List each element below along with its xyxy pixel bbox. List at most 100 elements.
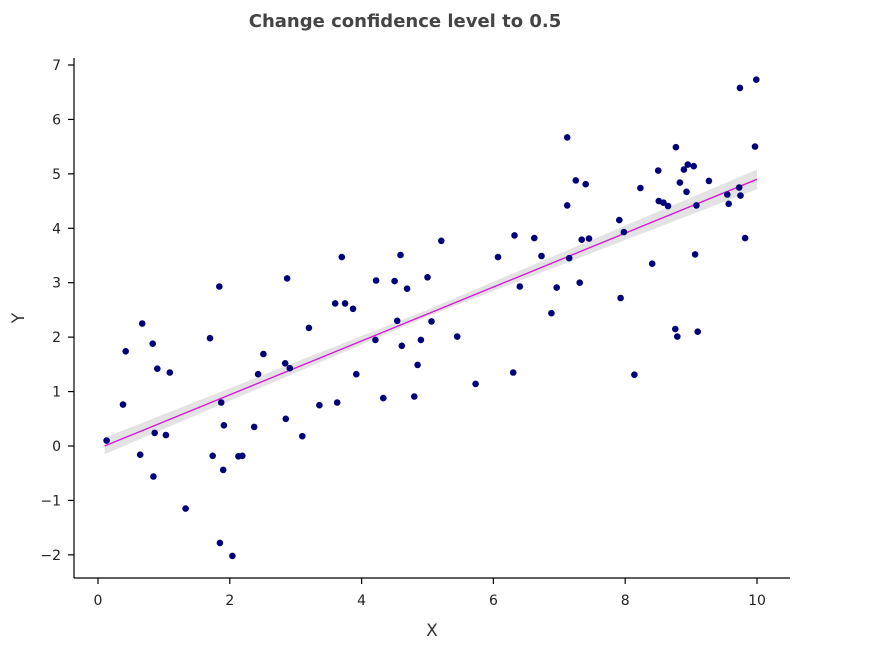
data-point — [333, 399, 341, 406]
data-point — [331, 300, 339, 307]
data-point — [154, 365, 161, 373]
data-point — [660, 199, 667, 206]
data-point — [424, 274, 431, 281]
data-point — [672, 143, 680, 151]
x-tick-label: 4 — [357, 593, 366, 609]
x-tick-label: 6 — [489, 593, 498, 609]
regression-line — [104, 178, 758, 447]
data-point — [648, 260, 656, 268]
data-point — [220, 422, 228, 429]
data-point — [538, 252, 545, 260]
data-point — [136, 451, 144, 459]
y-tick-label: 3 — [52, 276, 61, 292]
data-point — [372, 336, 379, 344]
data-point — [119, 401, 127, 408]
data-point — [393, 317, 401, 325]
data-point — [453, 333, 461, 340]
data-point — [391, 277, 398, 285]
data-point — [260, 350, 267, 358]
data-point — [563, 134, 571, 141]
data-point — [151, 429, 158, 437]
data-point — [741, 234, 749, 242]
y-tick-label: 4 — [52, 221, 61, 237]
data-point — [209, 452, 216, 460]
data-point — [150, 473, 157, 480]
data-points-layer — [103, 76, 760, 560]
y-tick-label: 1 — [52, 385, 61, 401]
data-point — [299, 432, 306, 440]
data-point — [616, 216, 623, 224]
data-point — [219, 466, 227, 474]
data-point — [694, 328, 701, 336]
data-point — [305, 324, 313, 332]
data-point — [472, 380, 479, 388]
confidence-band — [104, 169, 758, 455]
data-point — [516, 283, 524, 290]
data-point — [565, 254, 573, 262]
data-point — [353, 370, 360, 378]
y-tick-label: 7 — [52, 58, 61, 74]
data-point — [428, 318, 435, 325]
data-point — [338, 253, 346, 261]
y-tick-label: 6 — [52, 112, 61, 128]
data-point — [217, 399, 225, 406]
data-point — [664, 202, 672, 210]
data-point — [563, 202, 571, 209]
data-point — [254, 370, 262, 378]
y-tick-label: 5 — [52, 167, 61, 183]
data-point — [411, 393, 418, 400]
chart-title: Change confidence level to 0.5 — [249, 11, 561, 32]
data-point — [229, 552, 236, 560]
data-point — [654, 167, 662, 174]
data-point — [693, 202, 700, 209]
data-point — [725, 200, 732, 208]
data-point — [620, 228, 628, 236]
data-point — [216, 283, 223, 290]
y-axis-label: Y — [9, 312, 29, 324]
confidence-band-layer — [104, 169, 758, 455]
data-point — [674, 333, 681, 340]
data-point — [182, 505, 189, 512]
data-point — [494, 253, 502, 261]
y-tick-label: 0 — [52, 439, 61, 455]
data-point — [691, 251, 699, 258]
axes — [73, 58, 790, 579]
x-axis-label: X — [426, 621, 438, 641]
data-point — [548, 309, 555, 317]
data-point — [724, 191, 731, 198]
data-point — [751, 143, 759, 150]
data-point — [672, 325, 679, 333]
data-point — [380, 394, 387, 402]
data-point — [162, 431, 170, 439]
data-point — [705, 177, 713, 185]
x-ticks: 0 2 4 6 8 10 — [94, 578, 766, 609]
x-tick-label: 2 — [225, 593, 234, 609]
data-point — [372, 277, 380, 284]
data-point — [753, 76, 760, 83]
data-point — [572, 177, 580, 184]
data-point — [349, 305, 357, 313]
y-tick-label: 2 — [52, 330, 61, 346]
data-point — [397, 251, 404, 259]
data-point — [582, 180, 589, 188]
data-point — [103, 437, 110, 444]
data-point — [631, 371, 638, 379]
x-tick-label: 0 — [94, 593, 103, 609]
data-point — [282, 415, 290, 423]
data-point — [617, 294, 624, 302]
data-point — [122, 348, 129, 355]
data-point — [553, 284, 560, 291]
data-point — [341, 300, 349, 307]
fit-line-layer — [104, 178, 758, 447]
data-point — [403, 285, 411, 293]
data-point — [286, 364, 294, 372]
data-point — [511, 232, 518, 239]
data-point — [578, 236, 585, 243]
x-tick-label: 10 — [748, 593, 766, 609]
data-point — [281, 360, 289, 367]
data-point — [316, 401, 323, 409]
data-point — [735, 184, 743, 191]
x-tick-label: 8 — [621, 593, 630, 609]
